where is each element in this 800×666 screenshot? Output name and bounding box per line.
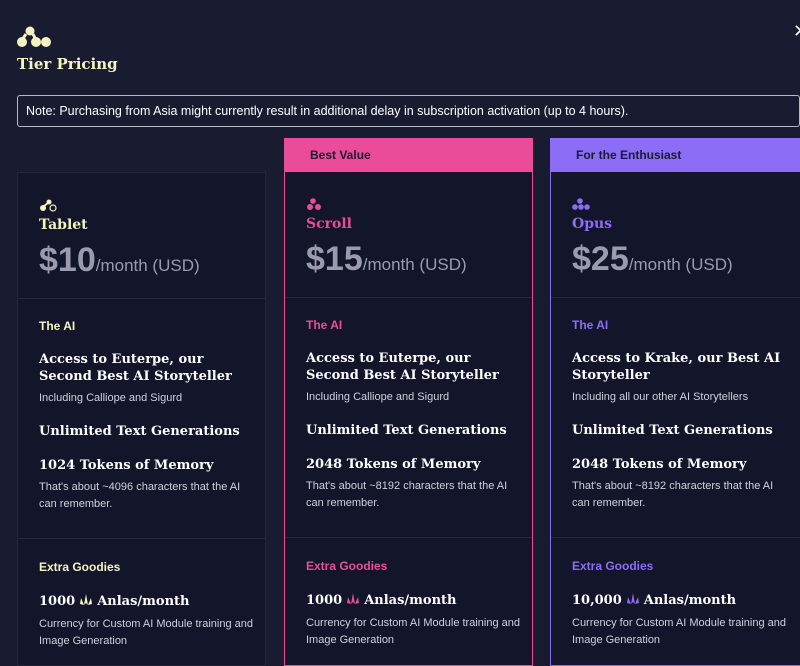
tier-name: Scroll xyxy=(306,216,352,232)
opus-icon xyxy=(572,198,590,210)
the-ai-label: The AI xyxy=(306,318,343,332)
page-title: Tier Pricing xyxy=(17,55,118,73)
generations-feature: Unlimited Text Generations xyxy=(306,423,507,438)
anlas-subtext: Currency for Custom AI Module training a… xyxy=(39,618,253,647)
divider xyxy=(551,297,800,298)
memory-feature: 2048 Tokens of Memory xyxy=(572,457,747,472)
divider xyxy=(18,538,265,539)
anlas-icon xyxy=(80,594,93,605)
divider xyxy=(551,537,800,538)
divider xyxy=(18,298,265,299)
extra-goodies-label: Extra Goodies xyxy=(306,559,388,573)
anlas-feature: 1000 Anlas/month xyxy=(39,594,190,609)
memory-feature: 2048 Tokens of Memory xyxy=(306,457,481,472)
tier-price: $15/month (USD) xyxy=(306,240,467,278)
tier-price: $25/month (USD) xyxy=(572,240,733,278)
tier-card-scroll[interactable]: Scroll $15/month (USD) The AI Access to … xyxy=(284,172,533,666)
tier-card-opus[interactable]: Opus $25/month (USD) The AI Access to Kr… xyxy=(550,172,800,666)
novelai-logo-icon xyxy=(17,26,51,47)
memory-subtext: That's about ~8192 characters that the A… xyxy=(572,480,774,509)
generations-feature: Unlimited Text Generations xyxy=(572,423,773,438)
access-subtext: Including Calliope and Sigurd xyxy=(306,391,450,403)
anlas-subtext: Currency for Custom AI Module training a… xyxy=(306,617,520,646)
generations-feature: Unlimited Text Generations xyxy=(39,424,240,439)
access-feature: Access to Krake, our Best AI Storyteller xyxy=(572,351,781,383)
access-subtext: Including Calliope and Sigurd xyxy=(39,392,183,404)
the-ai-label: The AI xyxy=(39,319,76,333)
anlas-icon xyxy=(347,593,360,604)
access-feature: Access to Euterpe, our Second Best AI St… xyxy=(306,351,499,383)
extra-goodies-label: Extra Goodies xyxy=(39,560,121,574)
best-value-banner: Best Value xyxy=(284,138,533,172)
tier-name: Opus xyxy=(572,216,613,232)
divider xyxy=(285,297,532,298)
asia-delay-note: Note: Purchasing from Asia might current… xyxy=(17,95,800,127)
tier-name: Tablet xyxy=(39,217,88,233)
the-ai-label: The AI xyxy=(572,318,609,332)
anlas-icon xyxy=(626,593,639,604)
anlas-subtext: Currency for Custom AI Module training a… xyxy=(572,617,786,646)
access-subtext: Including all our other AI Storytellers xyxy=(572,391,749,403)
anlas-feature: 10,000 Anlas/month xyxy=(572,593,737,608)
access-feature: Access to Euterpe, our Second Best AI St… xyxy=(39,352,232,384)
close-icon[interactable]: ✕ xyxy=(793,22,800,40)
tablet-icon xyxy=(40,199,57,212)
memory-subtext: That's about ~4096 characters that the A… xyxy=(39,481,241,510)
tier-card-tablet[interactable]: Tablet $10/month (USD) The AI Access to … xyxy=(17,172,266,666)
memory-feature: 1024 Tokens of Memory xyxy=(39,458,214,473)
scroll-icon xyxy=(307,198,321,210)
extra-goodies-label: Extra Goodies xyxy=(572,559,654,573)
memory-subtext: That's about ~8192 characters that the A… xyxy=(306,480,508,509)
divider xyxy=(285,537,532,538)
tier-price: $10/month (USD) xyxy=(39,241,200,279)
anlas-feature: 1000 Anlas/month xyxy=(306,593,457,608)
enthusiast-banner: For the Enthusiast xyxy=(550,138,800,172)
